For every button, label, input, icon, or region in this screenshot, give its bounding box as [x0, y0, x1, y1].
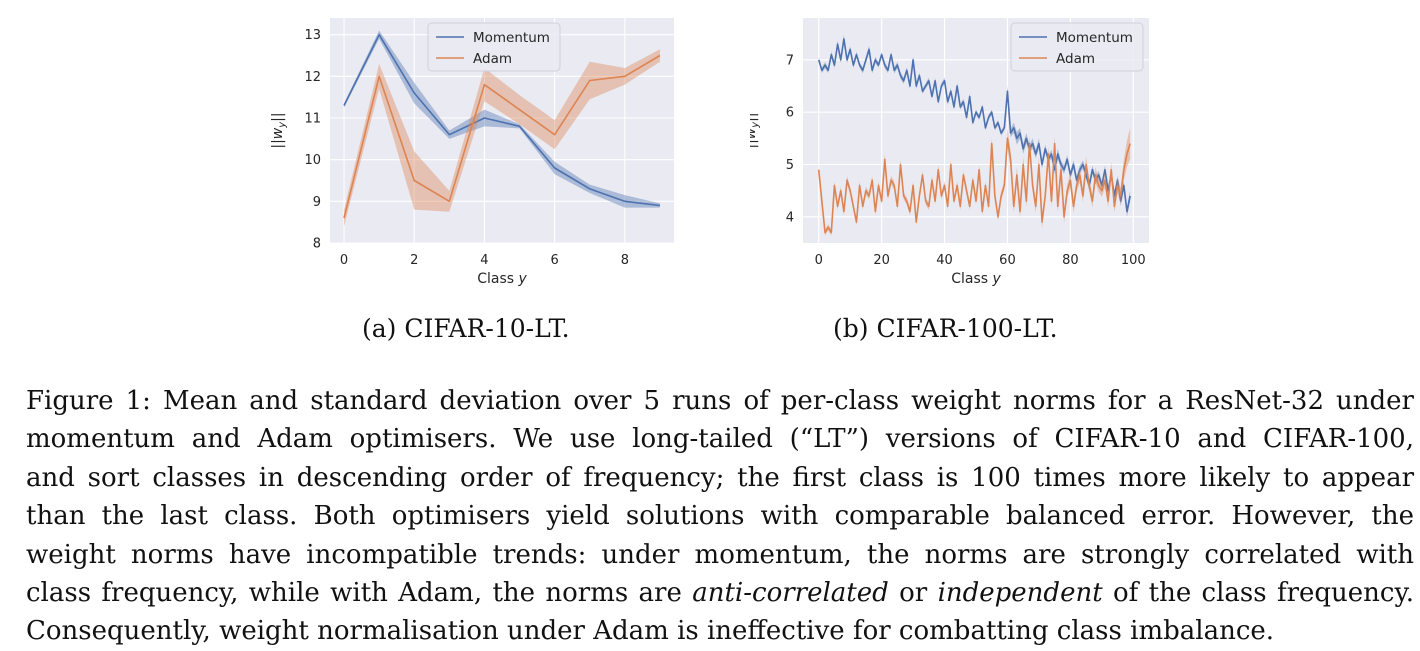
subcaption-a: (a) CIFAR-10-LT. — [362, 314, 570, 343]
caption-emphasis: anti-correlated — [692, 577, 889, 608]
caption-text: class frequency, while with Adam, the no… — [26, 577, 693, 608]
caption-line: Consequently, weight normalisation under… — [26, 616, 1275, 647]
y-tick-label: 12 — [304, 70, 321, 85]
caption-text: or — [888, 577, 938, 608]
y-tick-label: 9 — [313, 195, 321, 210]
figure-caption: Figure 1: Mean and standard deviation ov… — [26, 382, 1414, 651]
caption-line: and sort classes in descending order of … — [26, 462, 1414, 493]
legend-label: Adam — [1056, 51, 1095, 67]
x-tick-label: 2 — [410, 253, 418, 268]
caption-line: weight norms have incompatible trends: u… — [26, 539, 1414, 570]
caption-line: momentum and Adam optimisers. We use lon… — [26, 424, 1414, 455]
series-line — [817, 137, 1131, 234]
y-tick-label: 7 — [786, 53, 794, 68]
x-tick-label: 20 — [873, 253, 890, 268]
series-line — [817, 38, 1131, 213]
x-tick-label: 40 — [936, 253, 953, 268]
x-axis-label: Class y — [951, 271, 1001, 287]
legend-label: Adam — [473, 51, 512, 67]
legend-box — [1010, 22, 1144, 72]
caption-line: Figure 1: Mean and standard deviation ov… — [26, 386, 1414, 416]
y-tick-label: 6 — [786, 106, 794, 121]
x-tick-label: 6 — [551, 253, 559, 268]
y-tick-label: 11 — [304, 112, 321, 127]
legend-label: Momentum — [1056, 30, 1133, 46]
y-tick-label: 10 — [304, 153, 321, 168]
y-tick-label: 13 — [304, 28, 321, 43]
chart-cifar10: 0 2 4 6 8 8 9 10 11 12 13 Class y ||wy|| Momentum Adam — [270, 18, 674, 287]
y-tick-label: 8 — [313, 237, 321, 252]
x-tick-label: 0 — [815, 253, 823, 268]
series-line — [343, 54, 661, 219]
x-tick-label: 100 — [1121, 253, 1146, 268]
series-line — [343, 33, 661, 207]
y-axis-label: ||wy|| — [270, 112, 288, 148]
legend-label: Momentum — [473, 30, 550, 46]
caption-line: than the last class. Both optimisers yie… — [26, 501, 1414, 532]
x-tick-label: 80 — [1062, 253, 1079, 268]
x-tick-label: 60 — [999, 253, 1016, 268]
x-tick-label: 8 — [621, 253, 629, 268]
y-tick-label: 5 — [786, 158, 794, 173]
chart-cifar100: 0 20 40 60 80 100 4 5 6 7 Class y ||wy|| Momentum Ada… — [750, 18, 1149, 287]
caption-emphasis: independent — [937, 577, 1103, 608]
x-tick-label: 4 — [480, 253, 488, 268]
y-tick-label: 4 — [786, 210, 794, 225]
y-axis-label: ||wy|| — [750, 112, 761, 148]
caption-text: of the class frequency. — [1102, 577, 1414, 608]
subcaption-b: (b) CIFAR-100-LT. — [833, 314, 1058, 343]
x-axis-label: Class y — [477, 271, 527, 287]
std-band — [344, 30, 660, 208]
legend-box — [427, 22, 561, 72]
x-tick-label: 0 — [340, 253, 348, 268]
caption-line: class frequency, while with Adam, the no… — [26, 574, 1414, 612]
